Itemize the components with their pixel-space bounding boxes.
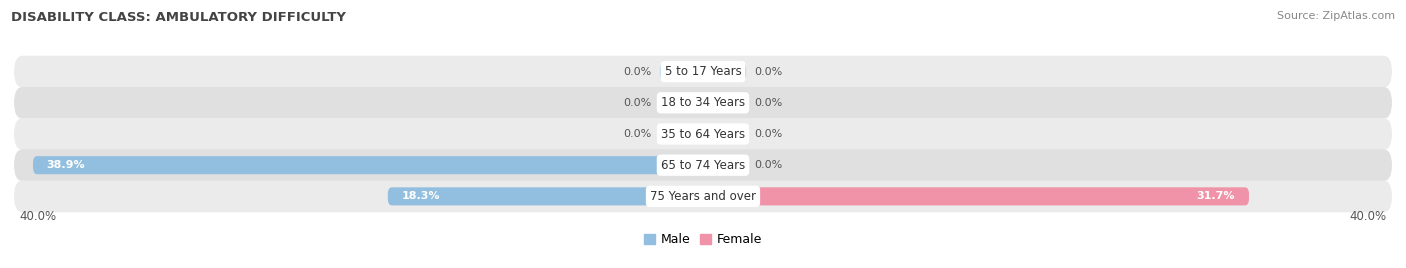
Text: 0.0%: 0.0% bbox=[755, 67, 783, 77]
Text: 0.0%: 0.0% bbox=[755, 160, 783, 170]
FancyBboxPatch shape bbox=[32, 156, 703, 174]
Text: 5 to 17 Years: 5 to 17 Years bbox=[665, 65, 741, 78]
FancyBboxPatch shape bbox=[659, 125, 703, 143]
Text: 18 to 34 Years: 18 to 34 Years bbox=[661, 96, 745, 109]
Text: 65 to 74 Years: 65 to 74 Years bbox=[661, 159, 745, 172]
Text: 0.0%: 0.0% bbox=[623, 67, 651, 77]
Text: 0.0%: 0.0% bbox=[755, 129, 783, 139]
Text: 35 to 64 Years: 35 to 64 Years bbox=[661, 128, 745, 140]
Text: 75 Years and over: 75 Years and over bbox=[650, 190, 756, 203]
Text: Source: ZipAtlas.com: Source: ZipAtlas.com bbox=[1277, 11, 1395, 21]
FancyBboxPatch shape bbox=[659, 63, 703, 81]
FancyBboxPatch shape bbox=[14, 180, 1392, 212]
Text: DISABILITY CLASS: AMBULATORY DIFFICULTY: DISABILITY CLASS: AMBULATORY DIFFICULTY bbox=[11, 11, 346, 24]
FancyBboxPatch shape bbox=[14, 87, 1392, 119]
FancyBboxPatch shape bbox=[703, 156, 747, 174]
FancyBboxPatch shape bbox=[703, 187, 1249, 205]
FancyBboxPatch shape bbox=[14, 149, 1392, 181]
Text: 18.3%: 18.3% bbox=[402, 191, 440, 201]
FancyBboxPatch shape bbox=[14, 118, 1392, 150]
FancyBboxPatch shape bbox=[703, 94, 747, 112]
Text: 38.9%: 38.9% bbox=[46, 160, 86, 170]
Text: 40.0%: 40.0% bbox=[20, 210, 56, 223]
FancyBboxPatch shape bbox=[703, 63, 747, 81]
FancyBboxPatch shape bbox=[659, 94, 703, 112]
FancyBboxPatch shape bbox=[388, 187, 703, 205]
FancyBboxPatch shape bbox=[703, 125, 747, 143]
Text: 0.0%: 0.0% bbox=[755, 98, 783, 108]
Text: 0.0%: 0.0% bbox=[623, 98, 651, 108]
Text: 0.0%: 0.0% bbox=[623, 129, 651, 139]
FancyBboxPatch shape bbox=[14, 56, 1392, 88]
Legend: Male, Female: Male, Female bbox=[640, 228, 766, 251]
Text: 40.0%: 40.0% bbox=[1350, 210, 1386, 223]
Text: 31.7%: 31.7% bbox=[1197, 191, 1236, 201]
